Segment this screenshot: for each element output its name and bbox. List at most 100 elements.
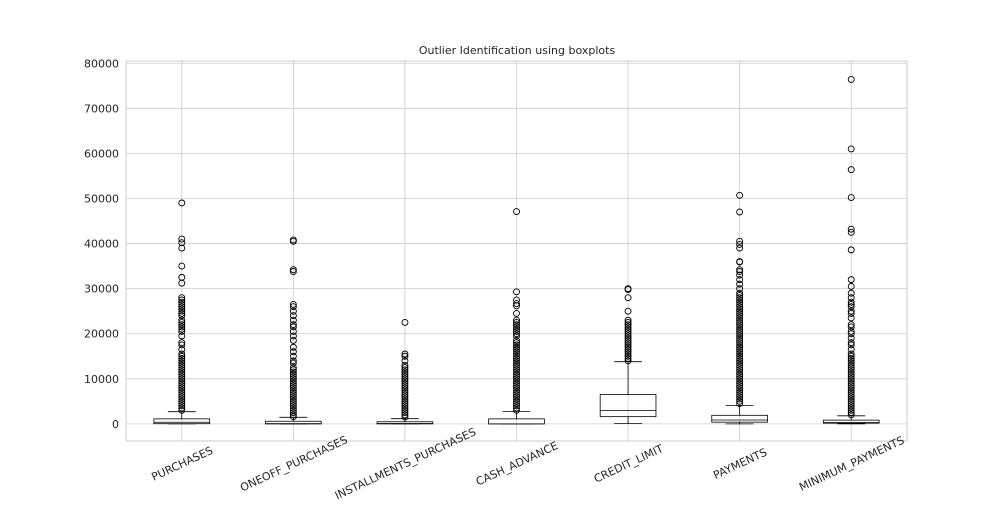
outlier-point (847, 391, 855, 399)
outlier-point (178, 368, 186, 376)
outlier-point (178, 384, 186, 392)
outlier-point (178, 339, 186, 347)
outlier-point (401, 379, 409, 387)
outlier-point (736, 382, 744, 390)
outlier-point (624, 357, 632, 365)
outlier-point (624, 343, 632, 351)
outlier-point (513, 341, 520, 349)
outlier-point (513, 366, 520, 374)
outlier-point (736, 361, 744, 369)
box (822, 419, 880, 424)
outlier-point (847, 395, 855, 403)
outlier-point (736, 377, 744, 385)
outlier-point (513, 359, 520, 367)
outlier-point (736, 266, 744, 274)
outlier-point (736, 395, 744, 403)
outlier-point (847, 361, 855, 369)
outlier-point (289, 397, 297, 405)
outlier-point (847, 402, 855, 410)
outlier-point (736, 366, 744, 374)
y-tick-label: 30000 (84, 283, 119, 296)
outlier-point (289, 323, 297, 331)
outlier-point (847, 339, 855, 347)
outlier-point (178, 406, 186, 414)
outlier-point (401, 382, 409, 390)
outlier-point (847, 397, 855, 405)
outlier-point (178, 395, 186, 403)
box (711, 414, 768, 423)
outlier-point (847, 366, 855, 374)
outlier-point (289, 359, 297, 367)
outlier-point (289, 402, 297, 410)
outlier-point (736, 400, 744, 408)
outlier-point (401, 357, 409, 365)
outlier-point (847, 314, 855, 322)
outlier-point (736, 241, 744, 248)
outlier-point (178, 352, 186, 360)
outlier-point (624, 334, 632, 342)
outlier-point (736, 244, 744, 252)
outlier-point (178, 359, 186, 367)
outlier-point (736, 337, 744, 344)
outlier-point (624, 318, 632, 326)
outlier-point (624, 339, 632, 347)
outlier-point (624, 321, 632, 329)
outlier-point (289, 352, 297, 360)
box (153, 418, 211, 425)
outlier-point (178, 296, 186, 304)
outlier-point (401, 413, 409, 421)
outlier-point (513, 325, 520, 333)
outlier-point (289, 386, 297, 394)
outlier-point (289, 413, 297, 421)
outlier-point (401, 352, 409, 360)
outlier-point (513, 328, 520, 335)
outlier-point (401, 391, 409, 399)
outlier-point (847, 409, 855, 417)
outlier-point (513, 357, 520, 365)
outlier-point (847, 359, 855, 367)
outlier-point (178, 328, 186, 335)
outlier-point (847, 375, 855, 383)
outlier-point (736, 321, 744, 329)
outlier-point (847, 294, 855, 302)
y-tick-label: 70000 (84, 102, 119, 115)
outlier-point (401, 397, 409, 405)
outlier-point (289, 373, 297, 380)
outlier-point (513, 339, 520, 347)
outlier-point (847, 323, 855, 331)
outlier-point (847, 379, 855, 387)
outlier-point (401, 373, 409, 380)
outlier-point (289, 379, 297, 387)
outlier-point (736, 276, 744, 284)
outlier-point (289, 375, 297, 383)
outlier-point (736, 328, 744, 335)
outlier-point (178, 316, 186, 324)
outlier-point (513, 386, 520, 394)
outlier-point (736, 346, 744, 353)
outlier-point (847, 357, 855, 365)
outlier-point (624, 323, 632, 331)
outlier-point (736, 268, 744, 275)
chart-title: Outlier Identification using boxplots (419, 44, 616, 57)
outlier-point (401, 393, 409, 401)
outlier-point (289, 300, 297, 308)
outlier-point (847, 328, 855, 335)
outlier-point (401, 384, 409, 392)
outlier-point (847, 393, 855, 401)
outlier-point (289, 391, 297, 399)
outlier-point (178, 364, 186, 371)
outlier-point (513, 288, 520, 296)
outlier-point (178, 235, 186, 243)
outlier-point (736, 191, 744, 199)
outlier-point (847, 352, 855, 360)
outlier-point (847, 228, 855, 236)
outlier-point (736, 258, 744, 266)
outlier-point (401, 350, 409, 358)
outlier-point (847, 307, 855, 315)
outlier-point (847, 370, 855, 378)
outlier-point (178, 373, 186, 380)
outlier-point (289, 348, 297, 356)
outlier-point (736, 307, 744, 315)
outlier-point (736, 348, 744, 356)
outlier-point (178, 402, 186, 410)
